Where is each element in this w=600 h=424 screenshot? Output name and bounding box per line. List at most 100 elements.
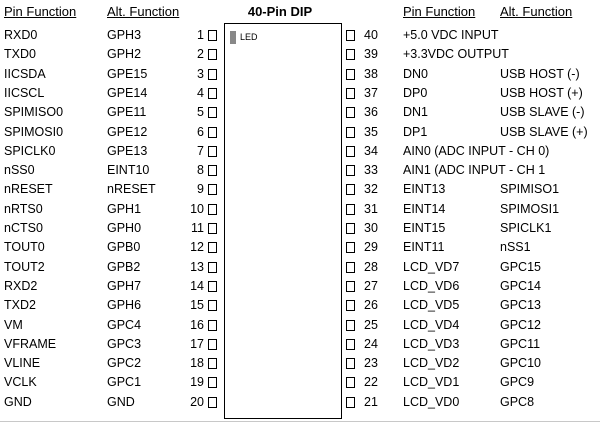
- dip-chip-body: [224, 23, 342, 419]
- right-alt-function: GPC14: [500, 279, 541, 293]
- left-pin-number: 4: [197, 86, 204, 100]
- left-pin-number: 15: [190, 298, 204, 312]
- pin-pad-icon: [208, 300, 217, 311]
- right-pin-number: 38: [364, 67, 378, 81]
- left-pin-number: 17: [190, 337, 204, 351]
- left-pin-number: 7: [197, 144, 204, 158]
- right-alt-function: nSS1: [500, 240, 531, 254]
- right-pin-number: 22: [364, 375, 378, 389]
- left-pin-function-header: Pin Function: [4, 4, 77, 19]
- right-pin-number: 35: [364, 125, 378, 139]
- left-alt-function: GPE14: [107, 86, 148, 100]
- right-pin-number: 39: [364, 47, 378, 61]
- left-alt-function: GPC1: [107, 375, 142, 389]
- pin-pad-icon: [346, 242, 355, 253]
- left-pin-function: nRTS0: [4, 202, 43, 216]
- left-pin-function: TOUT0: [4, 240, 45, 254]
- pin-pad-icon: [346, 49, 355, 60]
- right-alt-function-header: Alt. Function: [500, 4, 573, 19]
- pin-pad-icon: [208, 88, 217, 99]
- pin-pad-icon: [346, 223, 355, 234]
- right-pin-function: EINT11: [403, 240, 445, 254]
- left-alt-function: EINT10: [107, 163, 150, 177]
- left-alt-function: GPE11: [107, 105, 147, 119]
- right-pin-number: 21: [364, 395, 378, 409]
- left-alt-function: GPH0: [107, 221, 142, 235]
- pin-pad-icon: [208, 397, 217, 408]
- pin-pad-icon: [346, 320, 355, 331]
- pin-pad-icon: [208, 339, 217, 350]
- left-pin-number: 13: [190, 260, 204, 274]
- right-pin-number: 28: [364, 260, 378, 274]
- left-pin-function: TOUT2: [4, 260, 45, 274]
- pin-pad-icon: [346, 358, 355, 369]
- left-pin-function: RXD0: [4, 28, 38, 42]
- right-pin-number: 23: [364, 356, 378, 370]
- left-pin-function: VFRAME: [4, 337, 57, 351]
- pin-pad-icon: [346, 30, 355, 41]
- left-alt-function: nRESET: [107, 182, 156, 196]
- pin-pad-icon: [346, 339, 355, 350]
- pin-pad-icon: [208, 242, 217, 253]
- led-label: LED: [240, 32, 258, 42]
- right-pin-function: LCD_VD5: [403, 298, 460, 312]
- left-pin-number: 1: [197, 28, 204, 42]
- right-pin-number: 32: [364, 182, 378, 196]
- left-pin-number: 20: [190, 395, 204, 409]
- right-pin-function: LCD_VD0: [403, 395, 460, 409]
- pin-pad-icon: [346, 262, 355, 273]
- pin-pad-icon: [208, 69, 217, 80]
- left-pin-number: 14: [190, 279, 204, 293]
- left-pin-number: 2: [197, 47, 204, 61]
- right-alt-function: GPC12: [500, 318, 541, 332]
- right-pin-function: LCD_VD7: [403, 260, 460, 274]
- right-pin-function-header: Pin Function: [403, 4, 476, 19]
- left-pin-function: VCLK: [4, 375, 37, 389]
- pin-pad-icon: [208, 204, 217, 215]
- pin-pad-icon: [346, 377, 355, 388]
- right-alt-function: USB SLAVE (+): [500, 125, 588, 139]
- left-pin-function: IICSDA: [4, 67, 46, 81]
- left-alt-function: GPC4: [107, 318, 142, 332]
- left-pin-function: GND: [4, 395, 32, 409]
- pin-pad-icon: [346, 397, 355, 408]
- right-pin-function: LCD_VD6: [403, 279, 460, 293]
- right-alt-function: USB HOST (-): [500, 67, 580, 81]
- right-alt-function: GPC9: [500, 375, 535, 389]
- left-alt-function: GPH3: [107, 28, 142, 42]
- chip-title: 40-Pin DIP: [247, 4, 313, 19]
- left-alt-function: GPE15: [107, 67, 148, 81]
- pin-pad-icon: [208, 107, 217, 118]
- pin-pad-icon: [346, 127, 355, 138]
- right-pin-number: 37: [364, 86, 378, 100]
- left-pin-function: nCTS0: [4, 221, 43, 235]
- left-alt-function: GPE13: [107, 144, 148, 158]
- left-pin-function: SPIMOSI0: [4, 125, 64, 139]
- right-alt-function: SPICLK1: [500, 221, 552, 235]
- left-alt-function: GPC3: [107, 337, 142, 351]
- left-pin-function: nSS0: [4, 163, 35, 177]
- right-alt-function: SPIMOSI1: [500, 202, 560, 216]
- left-alt-function: GPH1: [107, 202, 142, 216]
- right-alt-function: GPC11: [500, 337, 541, 351]
- pin-pad-icon: [208, 146, 217, 157]
- left-pin-number: 16: [190, 318, 204, 332]
- right-pin-function: LCD_VD1: [403, 375, 460, 389]
- right-pin-function: LCD_VD4: [403, 318, 460, 332]
- pin-pad-icon: [346, 281, 355, 292]
- right-pin-number: 25: [364, 318, 378, 332]
- left-alt-function: GPE12: [107, 125, 148, 139]
- right-alt-function: GPC8: [500, 395, 535, 409]
- right-pin-number: 24: [364, 337, 378, 351]
- left-pin-function: RXD2: [4, 279, 38, 293]
- right-alt-function: GPC10: [500, 356, 541, 370]
- left-alt-function: GND: [107, 395, 135, 409]
- right-pin-function: DN1: [403, 105, 429, 119]
- pin-pad-icon: [346, 88, 355, 99]
- pin-pad-icon: [346, 165, 355, 176]
- divider: [0, 421, 600, 422]
- left-alt-function: GPH2: [107, 47, 142, 61]
- pin-pad-icon: [208, 377, 217, 388]
- right-pin-function: EINT15: [403, 221, 446, 235]
- left-pin-function: SPIMISO0: [4, 105, 64, 119]
